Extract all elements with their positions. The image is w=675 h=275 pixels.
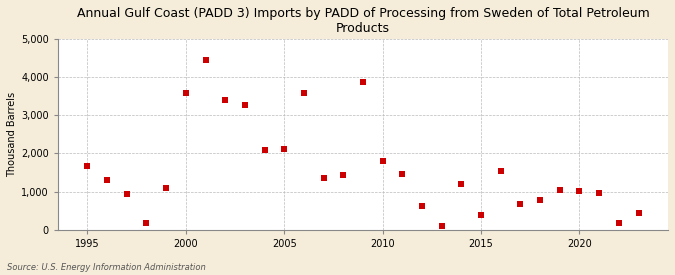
Point <box>358 80 369 85</box>
Point <box>614 220 624 225</box>
Point <box>180 91 191 95</box>
Point <box>633 210 644 215</box>
Point <box>574 189 585 193</box>
Point <box>416 204 427 208</box>
Point <box>535 197 545 202</box>
Text: Source: U.S. Energy Information Administration: Source: U.S. Energy Information Administ… <box>7 263 205 272</box>
Point <box>298 91 309 95</box>
Point <box>436 223 447 228</box>
Point <box>122 191 132 196</box>
Point <box>495 169 506 174</box>
Point <box>82 163 93 168</box>
Point <box>397 172 408 176</box>
Point <box>476 212 487 217</box>
Point <box>338 173 349 177</box>
Point <box>377 158 388 163</box>
Point <box>515 202 526 206</box>
Point <box>259 147 270 152</box>
Point <box>141 221 152 225</box>
Point <box>102 178 113 182</box>
Point <box>554 188 565 192</box>
Point <box>161 186 171 190</box>
Y-axis label: Thousand Barrels: Thousand Barrels <box>7 92 17 177</box>
Point <box>594 191 605 195</box>
Point <box>456 182 467 186</box>
Title: Annual Gulf Coast (PADD 3) Imports by PADD of Processing from Sweden of Total Pe: Annual Gulf Coast (PADD 3) Imports by PA… <box>76 7 649 35</box>
Point <box>240 103 250 107</box>
Point <box>220 98 231 102</box>
Point <box>200 57 211 62</box>
Point <box>279 147 290 151</box>
Point <box>318 176 329 180</box>
